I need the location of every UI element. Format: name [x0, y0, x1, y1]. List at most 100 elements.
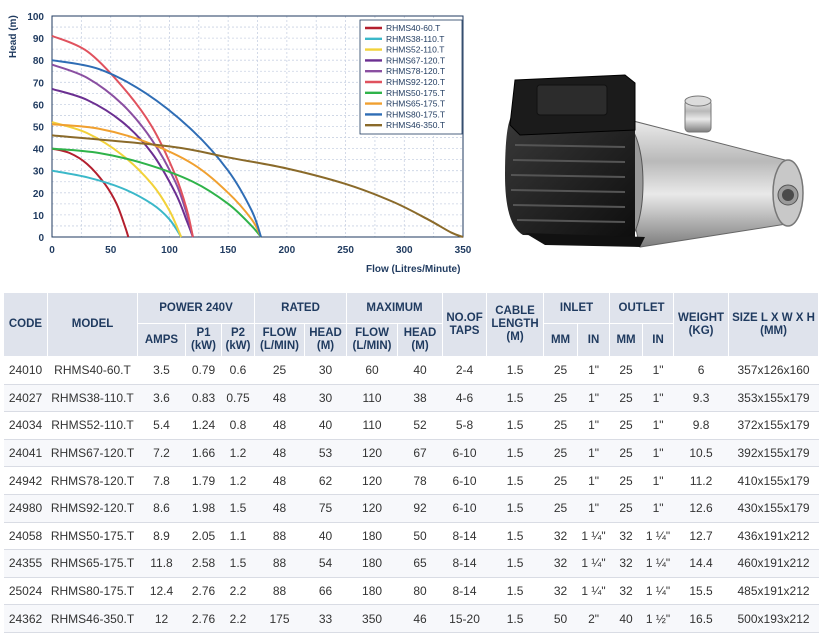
x-tick-label: 300 — [396, 245, 413, 256]
y-tick-label: 10 — [33, 211, 45, 222]
table-cell: 110 — [346, 384, 398, 413]
header-cable-length: CABLE LENGTH (M) — [486, 292, 545, 357]
table-cell: 1 ¼" — [642, 577, 674, 606]
table-row: 25024 RHMS80-175.T 12.4 2.76 2.2 88 66 180 80 8-1… — [3, 577, 819, 606]
table-cell: 25024 — [3, 577, 48, 606]
table-cell: 1" — [642, 439, 674, 468]
table-cell: 350 — [346, 604, 398, 633]
table-cell: RHMS46-350.T — [47, 604, 138, 633]
table-cell: 1" — [577, 466, 610, 495]
table-cell: 6 — [673, 356, 729, 385]
table-cell: 2.58 — [185, 549, 222, 578]
header-power: POWER 240V — [136, 292, 256, 324]
table-cell: 32 — [609, 522, 643, 551]
table-cell: 11.2 — [673, 466, 729, 495]
table-cell: 24010 — [3, 356, 48, 385]
table-cell: 8.6 — [137, 494, 186, 523]
table-cell: 120 — [346, 439, 398, 468]
legend-label: RHMS65-175.T — [386, 99, 445, 109]
table-cell: 1" — [642, 494, 674, 523]
x-tick-label: 0 — [49, 245, 55, 256]
table-cell: 46 — [397, 604, 443, 633]
table-cell: 24027 — [3, 384, 48, 413]
header-outlet-in: IN — [642, 323, 675, 357]
header-model: MODEL — [47, 292, 138, 357]
table-cell: 1.5 — [221, 494, 255, 523]
table-cell: 430x155x179 — [728, 494, 819, 523]
table-cell: 7.8 — [137, 466, 186, 495]
table-cell: 25 — [543, 411, 578, 440]
table-cell: 2-4 — [442, 356, 487, 385]
table-cell: 12 — [137, 604, 186, 633]
table-cell: 67 — [397, 439, 443, 468]
table-cell: 24034 — [3, 411, 48, 440]
x-tick-label: 100 — [161, 245, 178, 256]
table-cell: 62 — [304, 466, 347, 495]
header-inlet: INLET — [543, 292, 611, 324]
table-cell: 1.5 — [486, 549, 544, 578]
table-cell: 1 ¼" — [577, 522, 610, 551]
table-cell: 110 — [346, 411, 398, 440]
y-tick-label: 20 — [33, 189, 45, 200]
table-cell: 14.4 — [673, 549, 729, 578]
table-cell: 48 — [254, 466, 305, 495]
table-cell: 24980 — [3, 494, 48, 523]
y-tick-label: 70 — [33, 78, 45, 89]
table-row: 24034 RHMS52-110.T 5.4 1.24 0.8 48 40 110 52 5-8 1… — [3, 411, 819, 440]
header-inlet-in: IN — [577, 323, 611, 357]
header-p2: P2 (kW) — [220, 323, 256, 357]
table-cell: 1.24 — [185, 411, 222, 440]
table-cell: RHMS80-175.T — [47, 577, 138, 606]
table-cell: 8.9 — [137, 522, 186, 551]
series-line — [51, 169, 183, 238]
table-cell: 54 — [304, 549, 347, 578]
table-row: 24942 RHMS78-120.T 7.8 1.79 1.2 48 62 120 78 6-10… — [3, 466, 819, 495]
table-cell: 485x191x212 — [728, 577, 819, 606]
table-cell: 1" — [642, 384, 674, 413]
header-rated-head: HEAD (M) — [304, 323, 348, 357]
table-cell: 2.76 — [185, 604, 222, 633]
chart-curves — [51, 34, 464, 238]
table-cell: 1.5 — [486, 356, 544, 385]
table-cell: 24058 — [3, 522, 48, 551]
pump-performance-chart: 0 50 100 150 200 250 300 350 0 10 20 30 40 50 60 70 80 90… — [0, 0, 475, 285]
table-cell: 50 — [397, 522, 443, 551]
table-cell: 460x191x212 — [728, 549, 819, 578]
table-cell: 48 — [254, 439, 305, 468]
table-cell: RHMS40-60.T — [47, 356, 138, 385]
table-cell: 5-8 — [442, 411, 487, 440]
table-cell: 9.3 — [673, 384, 729, 413]
table-cell: 2.05 — [185, 522, 222, 551]
table-cell: 32 — [609, 577, 643, 606]
table-cell: 24942 — [3, 466, 48, 495]
table-cell: 88 — [254, 577, 305, 606]
legend-label: RHMS67-120.T — [386, 55, 445, 65]
header-max-head: HEAD (M) — [397, 323, 444, 357]
table-cell: 25 — [609, 384, 643, 413]
table-cell: 52 — [397, 411, 443, 440]
y-tick-label: 40 — [33, 145, 45, 156]
table-cell: 32 — [609, 549, 643, 578]
table-cell: 30 — [304, 356, 347, 385]
table-cell: 50 — [543, 604, 578, 633]
table-cell: 1.5 — [486, 604, 544, 633]
table-cell: 40 — [397, 356, 443, 385]
table-cell: 1.79 — [185, 466, 222, 495]
table-cell: 33 — [304, 604, 347, 633]
header-max-flow: FLOW (L/MIN) — [346, 323, 399, 357]
series-line — [51, 147, 130, 238]
table-body: 24010 RHMS40-60.T 3.5 0.79 0.6 25 30 60 40 2-4 1.5… — [3, 356, 819, 633]
table-cell: 2.2 — [221, 604, 255, 633]
series-line — [51, 121, 183, 238]
y-tick-label: 30 — [33, 167, 45, 178]
chart-svg: 0 50 100 150 200 250 300 350 0 10 20 30 40 50 60 70 80 90… — [8, 12, 472, 275]
table-cell: 24041 — [3, 439, 48, 468]
table-cell: 30 — [304, 384, 347, 413]
header-weight: WEIGHT (KG) — [673, 292, 730, 357]
table-cell: 1.5 — [486, 411, 544, 440]
table-cell: 25 — [609, 466, 643, 495]
table-cell: 8-14 — [442, 577, 487, 606]
x-tick-label: 250 — [337, 245, 354, 256]
header-amps: AMPS — [137, 323, 186, 357]
table-cell: 25 — [543, 384, 578, 413]
